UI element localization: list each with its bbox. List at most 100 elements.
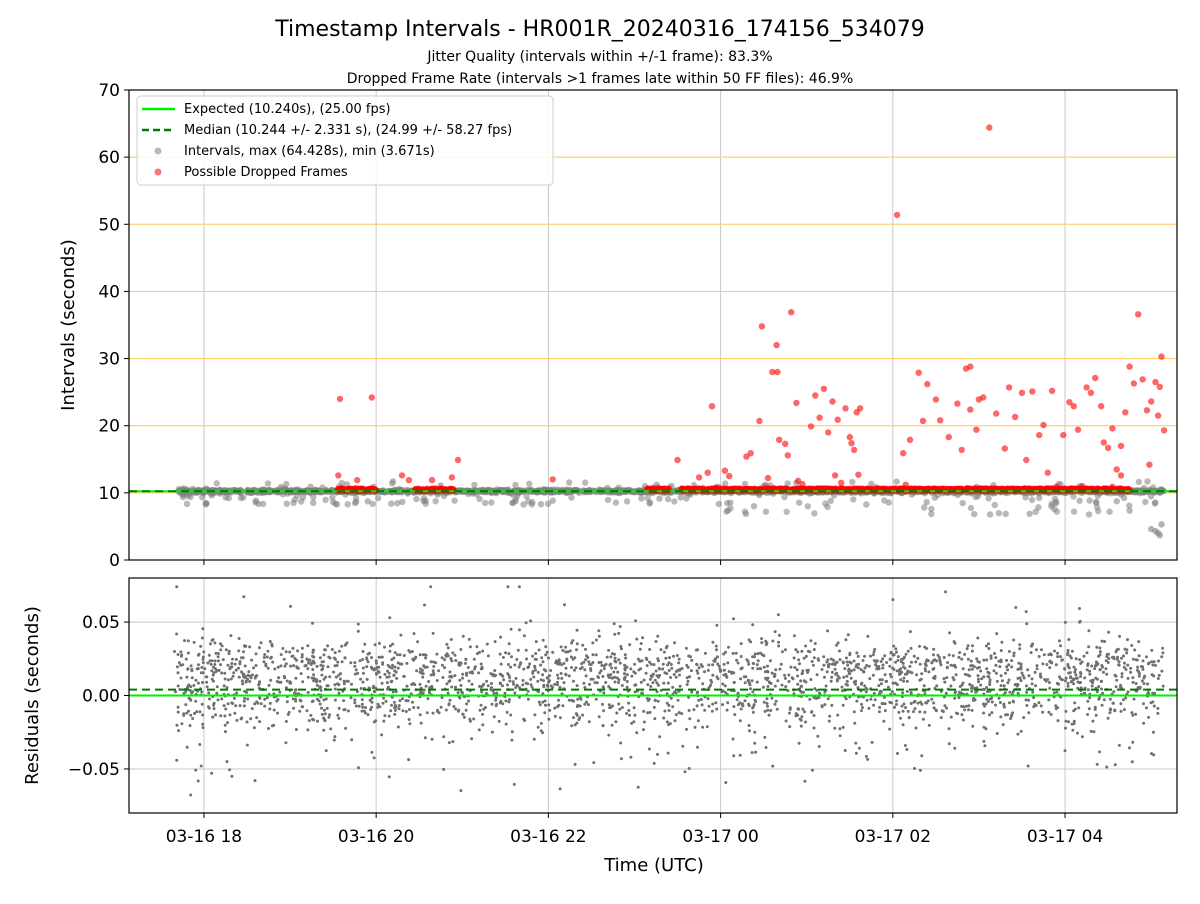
residual-point (1098, 750, 1101, 753)
residual-point (707, 697, 710, 700)
dropped-frame-point (1098, 403, 1104, 409)
residual-point (903, 656, 906, 659)
residual-point (269, 640, 272, 643)
dropped-frame-point (1152, 379, 1158, 385)
residual-point (232, 671, 235, 674)
residual-point (1020, 730, 1023, 733)
residual-point (480, 690, 483, 693)
residual-point (450, 638, 453, 641)
residual-point (668, 661, 671, 664)
interval-point (751, 503, 757, 509)
chart-subtitle-jitter: Jitter Quality (intervals within +/-1 fr… (426, 49, 772, 65)
residual-point (1050, 713, 1053, 716)
interval-point (526, 481, 532, 487)
residual-point (510, 655, 513, 658)
residual-point (1107, 717, 1110, 720)
residual-point (342, 699, 345, 702)
residual-point (848, 653, 851, 656)
residual-point (919, 701, 922, 704)
residual-point (175, 633, 178, 636)
dropped-frame-point (337, 396, 343, 402)
residual-point (619, 742, 622, 745)
interval-point (501, 487, 507, 493)
residual-point (367, 660, 370, 663)
residual-point (230, 678, 233, 681)
residual-point (668, 656, 671, 659)
residual-point (380, 733, 383, 736)
residual-point (1078, 658, 1081, 661)
interval-point (1071, 508, 1077, 514)
residual-point (776, 708, 779, 711)
residual-point (917, 702, 920, 705)
residual-point (777, 613, 780, 616)
residual-point (766, 705, 769, 708)
residual-point (576, 629, 579, 632)
dropped-frame-point (1144, 407, 1150, 413)
residual-point (447, 692, 450, 695)
residual-point (457, 691, 460, 694)
residual-point (370, 656, 373, 659)
residual-point (703, 709, 706, 712)
residual-point (985, 645, 988, 648)
residual-point (919, 663, 922, 666)
residual-point (1073, 701, 1076, 704)
residual-point (897, 659, 900, 662)
residual-point (232, 675, 235, 678)
residual-point (865, 687, 868, 690)
residual-point (907, 710, 910, 713)
residual-point (186, 746, 189, 749)
residual-point (500, 663, 503, 666)
interval-point (568, 494, 574, 500)
residual-point (205, 675, 208, 678)
residual-point (688, 709, 691, 712)
residual-point (1041, 711, 1044, 714)
dropped-frame-point (406, 477, 412, 483)
residual-point (198, 743, 201, 746)
residual-point (715, 648, 718, 651)
interval-point (1150, 484, 1156, 490)
residual-point (1120, 675, 1123, 678)
residual-point (616, 671, 619, 674)
residual-point (440, 706, 443, 709)
residual-point (327, 665, 330, 668)
residual-point (914, 660, 917, 663)
residual-point (363, 643, 366, 646)
residual-point (1059, 655, 1062, 658)
residual-point (1045, 663, 1048, 666)
residual-point (869, 698, 872, 701)
residual-point (426, 697, 429, 700)
residual-point (910, 661, 913, 664)
residual-point (412, 706, 415, 709)
dropped-frame-point (776, 437, 782, 443)
residual-point (645, 658, 648, 661)
residual-point (763, 666, 766, 669)
residual-point (1152, 731, 1155, 734)
residual-point (893, 706, 896, 709)
residual-point (991, 701, 994, 704)
residual-point (429, 585, 432, 588)
residual-point (1057, 683, 1060, 686)
dropped-frame-point (903, 482, 909, 488)
intervals-y-tick-label: 30 (98, 350, 120, 370)
interval-point (471, 482, 477, 488)
residual-point (422, 672, 425, 675)
residual-point (177, 711, 180, 714)
residual-point (419, 671, 422, 674)
residual-point (264, 663, 267, 666)
residual-point (572, 680, 575, 683)
residual-point (774, 685, 777, 688)
residual-point (668, 709, 671, 712)
residual-point (507, 652, 510, 655)
residual-point (717, 677, 720, 680)
interval-point (968, 505, 974, 511)
residual-point (223, 715, 226, 718)
residual-point (258, 646, 261, 649)
residual-point (253, 726, 256, 729)
residual-point (283, 658, 286, 661)
residual-point (475, 645, 478, 648)
interval-point (1053, 499, 1059, 505)
residual-point (406, 685, 409, 688)
residual-point (846, 664, 849, 667)
residual-point (355, 705, 358, 708)
residual-point (1002, 723, 1005, 726)
